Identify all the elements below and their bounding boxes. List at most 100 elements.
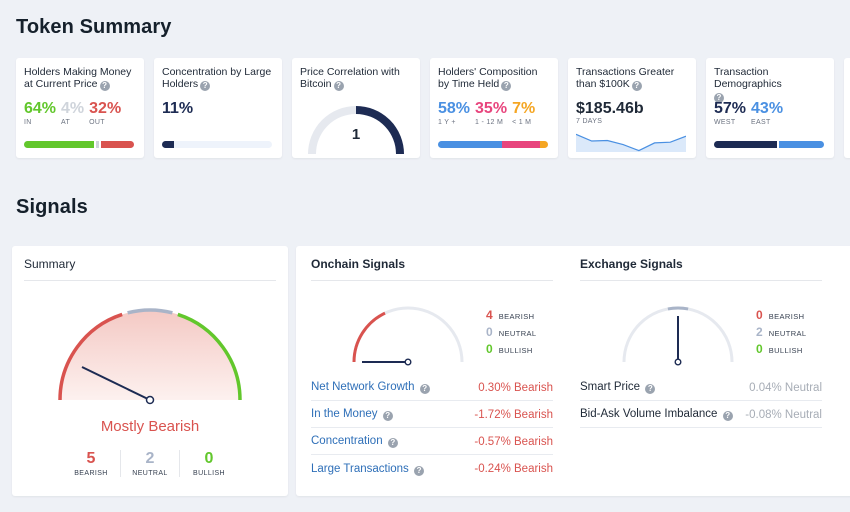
money-distribution-bar <box>24 141 134 148</box>
composition-1-12m-label: 1 - 12 M <box>475 119 504 126</box>
next-card-partial[interactable] <box>844 58 850 158</box>
onchain-gauge <box>352 306 464 366</box>
demographics-card[interactable]: Transaction Demographics? 57% WEST 43% EAS… <box>706 58 834 158</box>
composition-title: Holders' Composition by Time Held? <box>438 66 538 91</box>
summary-neutral-label: NEUTRAL <box>132 470 168 477</box>
help-icon[interactable]: ? <box>387 438 398 448</box>
money-in-value: 64% <box>24 100 57 117</box>
transactions-period: 7 DAYS <box>576 118 603 125</box>
transactions-value: $185.46b <box>576 100 644 117</box>
onchain-row-name[interactable]: Net Network Growth ? <box>311 381 430 394</box>
exchange-row[interactable]: Bid-Ask Volume Imbalance ? -0.08% Neutra… <box>580 402 822 428</box>
onchain-row-value: -0.24% Bearish <box>474 463 553 475</box>
bar-segment <box>24 141 95 148</box>
signals-detail-card: Onchain Signals 4 BEARISH 0 NEUTRAL 0 BULLI… <box>296 246 850 496</box>
summary-verdict: Mostly Bearish <box>100 418 200 435</box>
onchain-title: Onchain Signals <box>311 257 406 271</box>
exchange-gauge <box>622 306 734 366</box>
summary-neutral-count: 2 <box>145 450 155 467</box>
help-icon[interactable]: ? <box>99 81 110 91</box>
bar-segment <box>540 141 548 148</box>
bar-segment <box>98 141 134 148</box>
holders-money-card[interactable]: Holders Making Money at Current Price? 6… <box>16 58 144 158</box>
exchange-bullish: 0 BULLISH <box>756 342 803 356</box>
bar-segment <box>714 141 777 148</box>
onchain-bearish: 4 BEARISH <box>486 308 535 322</box>
bar-segment <box>94 141 99 148</box>
help-icon[interactable]: ? <box>722 411 733 421</box>
demographics-west-value: 57% <box>714 100 747 117</box>
correlation-title: Price Correlation with Bitcoin? <box>300 66 400 91</box>
composition-card[interactable]: Holders' Composition by Time Held? 58% 1 … <box>430 58 558 158</box>
demographics-title: Transaction Demographics? <box>714 66 782 103</box>
onchain-row[interactable]: Large Transactions ? -0.24% Bearish <box>311 456 553 482</box>
onchain-row-name[interactable]: Large Transactions ? <box>311 463 425 476</box>
exchange-row[interactable]: Smart Price ? 0.04% Neutral <box>580 375 822 401</box>
demographics-east-value: 43% <box>751 100 784 117</box>
onchain-row[interactable]: Net Network Growth ? 0.30% Bearish <box>311 375 553 401</box>
onchain-bullish: 0 BULLISH <box>486 342 533 356</box>
onchain-row[interactable]: In the Money ? -1.72% Bearish <box>311 402 553 428</box>
composition-1m-label: < 1 M <box>512 119 532 126</box>
money-out-label: OUT <box>89 119 105 126</box>
help-icon[interactable]: ? <box>414 465 425 476</box>
onchain-neutral: 0 NEUTRAL <box>486 325 537 339</box>
exchange-neutral: 2 NEUTRAL <box>756 325 807 339</box>
bar-segment <box>501 141 541 148</box>
exchange-bearish: 0 BEARISH <box>756 308 805 322</box>
concentration-title: Concentration by Large Holders? <box>162 66 272 91</box>
onchain-row[interactable]: Concentration ? -0.57% Bearish <box>311 429 553 455</box>
exchange-row-name[interactable]: Smart Price ? <box>580 381 656 394</box>
concentration-card[interactable]: Concentration by Large Holders? 11% <box>154 58 282 158</box>
exchange-row-value: 0.04% Neutral <box>749 381 822 394</box>
exchange-title: Exchange Signals <box>580 257 683 271</box>
summary-bullish-count: 0 <box>204 450 214 467</box>
help-icon[interactable]: ? <box>200 81 211 91</box>
onchain-divider <box>311 280 553 281</box>
composition-1-12m-value: 35% <box>475 100 508 117</box>
summary-gauge <box>58 308 242 405</box>
composition-bar <box>438 141 548 148</box>
transactions-card[interactable]: Transactions Greater than $100K? $185.46… <box>568 58 696 158</box>
help-icon[interactable]: ? <box>645 384 656 394</box>
bar-segment <box>776 141 824 148</box>
signals-summary-card: Summary Mostly Bearish 5 BEARISH 2 NEUTR… <box>12 246 288 496</box>
summary-divider <box>24 280 276 281</box>
correlation-card[interactable]: Price Correlation with Bitcoin? 1 <box>292 58 420 158</box>
token-summary-heading: Token Summary <box>16 16 172 38</box>
help-icon[interactable]: ? <box>382 411 393 421</box>
onchain-row-name[interactable]: In the Money ? <box>311 408 393 421</box>
composition-1y-value: 58% <box>438 100 471 117</box>
demographics-east-label: EAST <box>751 119 771 126</box>
help-icon[interactable]: ? <box>631 81 642 91</box>
help-icon[interactable]: ? <box>419 384 430 394</box>
transactions-title: Transactions Greater than $100K? <box>576 66 675 91</box>
exchange-divider <box>580 280 822 281</box>
composition-1m-value: 7% <box>512 100 536 117</box>
money-at-value: 4% <box>61 100 85 117</box>
concentration-value: 11% <box>162 100 194 117</box>
concentration-bar <box>162 141 272 148</box>
summary-bearish-label: BEARISH <box>74 470 108 477</box>
onchain-row-name[interactable]: Concentration ? <box>311 435 398 448</box>
onchain-row-value: -1.72% Bearish <box>474 408 553 421</box>
money-at-label: AT <box>61 119 71 126</box>
summary-title: Summary <box>24 257 76 271</box>
correlation-value: 1 <box>351 126 361 143</box>
composition-1y-label: 1 Y + <box>438 119 456 126</box>
demographics-bar <box>714 141 824 148</box>
bar-segment <box>162 141 175 148</box>
money-in-label: IN <box>24 119 32 126</box>
money-out-value: 32% <box>89 100 122 117</box>
exchange-row-name[interactable]: Bid-Ask Volume Imbalance ? <box>580 408 733 421</box>
holders-money-title: Holders Making Money at Current Price? <box>24 66 132 91</box>
correlation-gauge <box>308 106 404 155</box>
help-icon[interactable]: ? <box>714 93 724 103</box>
summary-bullish-label: BULLISH <box>193 470 225 477</box>
onchain-row-value: 0.30% Bearish <box>478 381 553 394</box>
summary-bearish-count: 5 <box>86 450 96 467</box>
help-icon[interactable]: ? <box>501 81 512 91</box>
bar-segment <box>438 141 502 148</box>
exchange-row-value: -0.08% Neutral <box>745 408 822 421</box>
help-icon[interactable]: ? <box>333 81 344 91</box>
